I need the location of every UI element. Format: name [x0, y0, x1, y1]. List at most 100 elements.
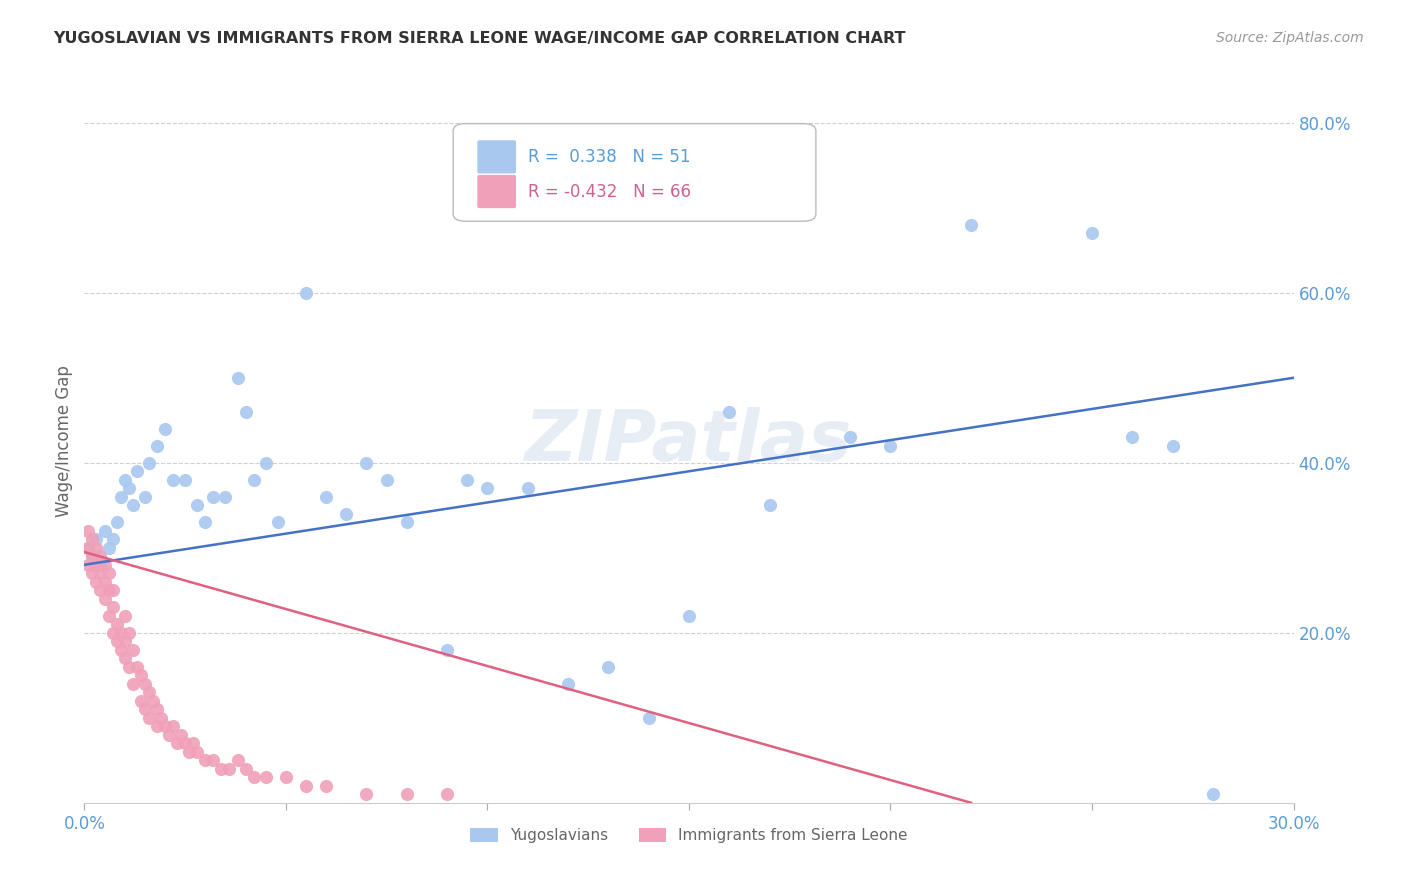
Point [89, 558, 111, 572]
Text: ZIPatlas: ZIPatlas [526, 407, 852, 476]
Point [118, 660, 141, 674]
Point [226, 371, 249, 385]
Point [101, 583, 124, 598]
Point [105, 634, 128, 648]
Legend: Yugoslavians, Immigrants from Sierra Leone: Yugoslavians, Immigrants from Sierra Leo… [464, 822, 914, 849]
Point [146, 702, 169, 716]
Point [86, 533, 108, 547]
Point [129, 694, 152, 708]
Point [170, 728, 193, 742]
Point [97, 566, 120, 581]
Point [105, 516, 128, 530]
Point [138, 456, 160, 470]
Point [77, 558, 100, 572]
Point [758, 498, 780, 512]
Point [93, 591, 115, 606]
Point [477, 481, 499, 495]
Point [295, 285, 318, 300]
Point [166, 736, 188, 750]
Point [121, 642, 143, 657]
Point [254, 770, 277, 784]
Point [97, 608, 120, 623]
Point [254, 456, 277, 470]
Point [174, 736, 197, 750]
Point [960, 218, 983, 232]
FancyBboxPatch shape [453, 124, 815, 221]
Point [179, 745, 201, 759]
Point [267, 516, 290, 530]
Point [77, 524, 100, 538]
Point [86, 541, 108, 555]
Point [77, 541, 100, 555]
Point [114, 473, 136, 487]
Point [456, 473, 478, 487]
Point [295, 779, 318, 793]
Point [436, 787, 458, 801]
Point [110, 625, 132, 640]
Point [110, 490, 132, 504]
Point [114, 608, 136, 623]
Point [274, 770, 297, 784]
Text: Source: ZipAtlas.com: Source: ZipAtlas.com [1216, 31, 1364, 45]
Point [879, 439, 901, 453]
Point [89, 583, 111, 598]
Point [598, 660, 620, 674]
Point [125, 464, 148, 478]
Point [129, 668, 152, 682]
Point [86, 574, 108, 589]
Point [157, 728, 180, 742]
Point [162, 719, 184, 733]
Point [153, 719, 176, 733]
Point [134, 677, 156, 691]
Point [395, 787, 418, 801]
Point [97, 583, 120, 598]
Point [1161, 439, 1184, 453]
Point [82, 566, 104, 581]
Point [637, 711, 659, 725]
Point [315, 490, 337, 504]
Point [82, 533, 104, 547]
Point [181, 736, 204, 750]
Text: YUGOSLAVIAN VS IMMIGRANTS FROM SIERRA LEONE WAGE/INCOME GAP CORRELATION CHART: YUGOSLAVIAN VS IMMIGRANTS FROM SIERRA LE… [53, 31, 905, 46]
Point [146, 719, 169, 733]
Point [226, 753, 249, 767]
Point [93, 574, 115, 589]
Point [142, 694, 165, 708]
FancyBboxPatch shape [478, 175, 516, 208]
Point [82, 549, 104, 564]
Point [186, 498, 208, 512]
Point [89, 549, 111, 564]
Point [121, 677, 143, 691]
Point [516, 481, 538, 495]
Point [395, 516, 418, 530]
Point [214, 490, 236, 504]
Point [146, 439, 169, 453]
Point [138, 711, 160, 725]
Point [97, 541, 120, 555]
FancyBboxPatch shape [478, 140, 516, 173]
Point [93, 558, 115, 572]
Point [375, 473, 398, 487]
Point [335, 507, 357, 521]
Point [436, 642, 458, 657]
Point [242, 770, 264, 784]
Point [1121, 430, 1143, 444]
Point [1081, 227, 1104, 241]
Point [356, 456, 378, 470]
Point [202, 753, 225, 767]
Point [186, 745, 208, 759]
Point [105, 617, 128, 632]
Point [202, 490, 225, 504]
Point [138, 685, 160, 699]
Point [153, 422, 176, 436]
Point [557, 677, 579, 691]
Point [235, 405, 257, 419]
Point [209, 762, 232, 776]
Point [718, 405, 741, 419]
Point [89, 566, 111, 581]
Point [86, 558, 108, 572]
Point [678, 608, 700, 623]
Point [101, 533, 124, 547]
Point [194, 516, 217, 530]
Point [218, 762, 240, 776]
